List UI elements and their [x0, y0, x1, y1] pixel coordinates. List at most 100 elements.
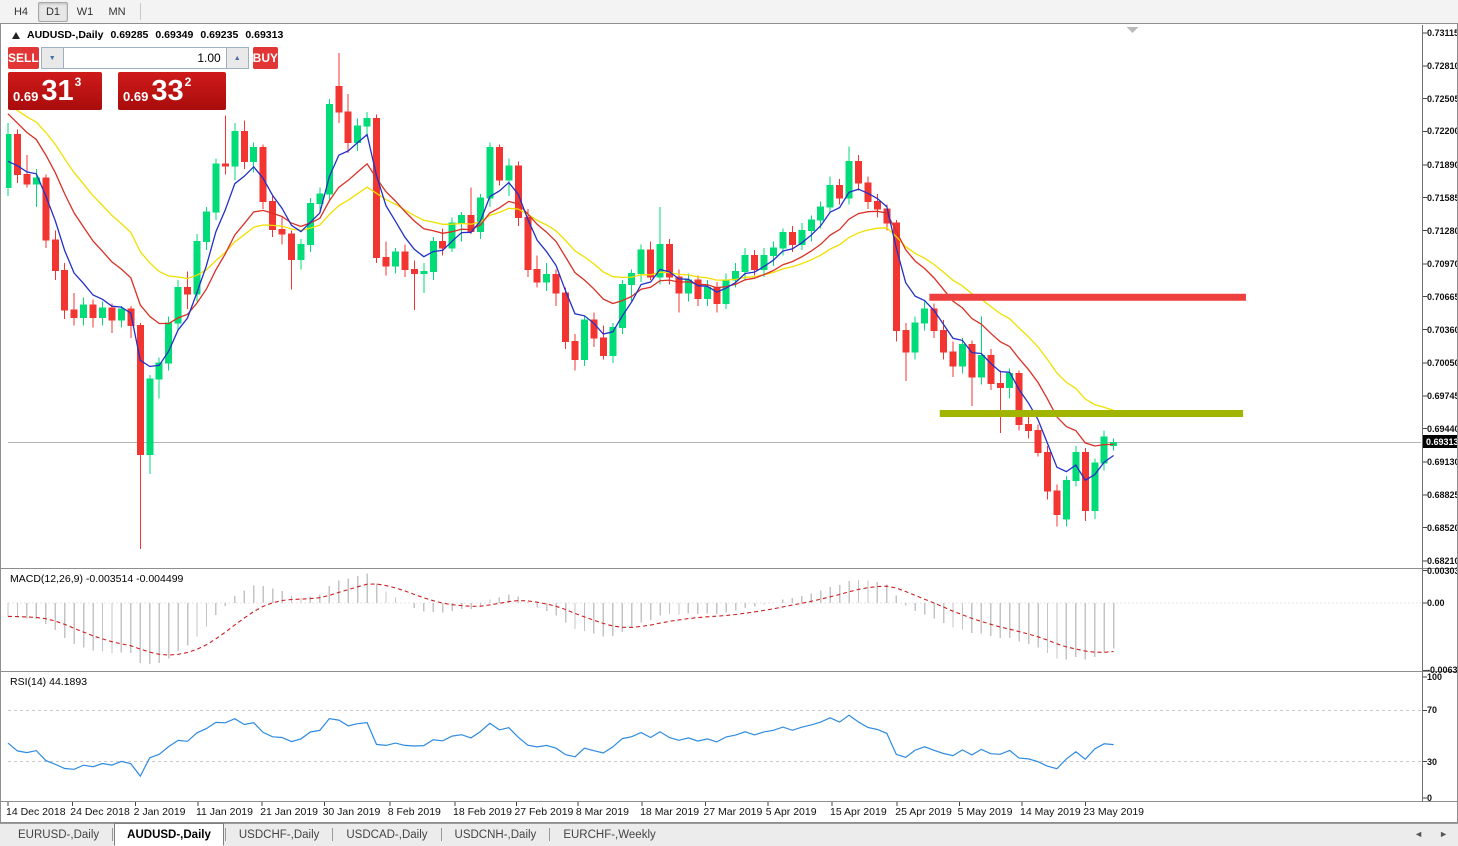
price-axis-label: 0.69440: [1427, 423, 1458, 434]
price-axis-label: 0.72200: [1427, 126, 1458, 137]
macd-value-signal: -0.004499: [136, 573, 184, 585]
stepper-up-icon: ▲: [233, 54, 241, 62]
rsi-axis-label: 30: [1427, 756, 1438, 767]
date-axis-label: 11 Jan 2019: [195, 806, 253, 818]
date-axis-label: 23 May 2019: [1083, 806, 1145, 818]
date-axis-label: 5 Apr 2019: [765, 806, 817, 818]
date-axis-label: 30 Jan 2019: [322, 806, 381, 818]
chart-tab-bar: EURUSD-,Daily AUDUSD-,Daily USDCHF-,Daily U…: [0, 823, 1458, 846]
sell-price-big: 31: [41, 75, 74, 107]
date-axis-label: 8 Mar 2019: [575, 806, 629, 818]
timeframe-button-h4[interactable]: H4: [13, 5, 29, 18]
timeframe-button-mn[interactable]: MN: [108, 5, 126, 18]
quote-low: 0.69235: [200, 29, 239, 41]
price-axis-label: 0.73115: [1427, 28, 1458, 38]
date-axis-label: 8 Feb 2019: [387, 806, 441, 818]
date-axis-label: 25 Apr 2019: [895, 806, 952, 818]
date-axis-label: 14 May 2019: [1019, 806, 1081, 818]
chart-tab-usdcnh[interactable]: USDCNH-,Daily: [454, 828, 537, 841]
current-price-tag: 0.69313: [1423, 435, 1458, 449]
macd-indicator-label: MACD(12,26,9) -0.003514 -0.004499: [10, 573, 183, 585]
date-axis-label: 5 May 2019: [957, 806, 1013, 818]
sell-price-sup: 3: [74, 75, 82, 89]
price-axis-label: 0.71585: [1427, 192, 1458, 203]
volume-stepper: ▼ ▲: [40, 47, 249, 69]
rsi-name: RSI(14): [10, 676, 47, 688]
chart-symbol-title: AUDUSD-,Daily: [27, 29, 104, 41]
price-axis-label: 0.71890: [1427, 159, 1458, 170]
price-axis-label: 0.72810: [1427, 60, 1458, 71]
price-axis-label: 0.72505: [1427, 93, 1458, 104]
timeframe-toolbar: H4 D1 W1 MN: [0, 0, 1458, 24]
window-border-bottom: [0, 822, 1458, 823]
volume-decrease-button[interactable]: ▼: [40, 47, 64, 69]
volume-increase-button[interactable]: ▲: [225, 47, 249, 69]
quote-open: 0.69285: [110, 29, 149, 41]
date-axis-label: 27 Mar 2019: [703, 806, 763, 818]
buy-price-frac: 0.69: [123, 89, 149, 104]
volume-input[interactable]: [63, 47, 226, 69]
tab-divider: [112, 828, 114, 841]
tab-divider: [549, 828, 551, 841]
chart-tabs: EURUSD-,Daily AUDUSD-,Daily USDCHF-,Daily U…: [6, 823, 668, 846]
buy-price-sup: 2: [184, 75, 192, 89]
rsi-panel-separator[interactable]: [0, 671, 1458, 672]
rsi-indicator-label: RSI(14) 44.1893: [10, 676, 87, 688]
date-axis-label: 27 Feb 2019: [514, 806, 574, 818]
scroll-left-icon[interactable]: ◄: [1414, 829, 1424, 839]
date-axis-label: 24 Dec 2018: [70, 806, 130, 818]
sell-price-panel[interactable]: 0.69 31 3: [8, 72, 102, 110]
tab-scroll-arrows: ◄ ►: [1414, 829, 1448, 839]
price-axis-label: 0.70360: [1427, 324, 1458, 335]
price-axis-border: [1422, 25, 1423, 802]
timeframe-button-w1[interactable]: W1: [76, 5, 94, 18]
toolbar-separator: [140, 3, 141, 20]
macd-panel-separator[interactable]: [0, 568, 1458, 569]
price-axis-label: 0.68825: [1427, 489, 1458, 500]
price-axis-label: 0.68520: [1427, 522, 1458, 533]
macd-axis-label: 0.003035: [1427, 565, 1458, 576]
chart-tab-audusd[interactable]: AUDUSD-,Daily: [114, 823, 224, 846]
date-axis-label: 2 Jan 2019: [133, 806, 186, 818]
window-border-left: [0, 24, 1, 823]
price-axis-label: 0.68210: [1427, 556, 1458, 566]
chart-quote-header: AUDUSD-,Daily 0.69285 0.69349 0.69235 0.…: [12, 29, 283, 41]
quote-close: 0.69313: [245, 29, 284, 41]
date-axis-label: 18 Mar 2019: [640, 806, 700, 818]
price-axis-label: 0.70665: [1427, 291, 1458, 302]
macd-value-main: -0.003514: [85, 573, 134, 585]
date-axis-separator: [0, 801, 1458, 802]
price-axis-label: 0.71280: [1427, 225, 1458, 236]
rsi-axis-label: 70: [1427, 705, 1438, 716]
chart-tab-eurusd[interactable]: EURUSD-,Daily: [18, 828, 100, 841]
sell-button[interactable]: SELL: [8, 47, 39, 69]
symbol-marker-icon[interactable]: [12, 31, 20, 39]
sell-price-frac: 0.69: [13, 89, 39, 104]
tab-divider: [332, 828, 334, 841]
date-axis-label: 14 Dec 2018: [6, 806, 66, 818]
buy-price-panel[interactable]: 0.69 33 2: [118, 72, 226, 110]
buy-price-big: 33: [151, 75, 184, 107]
date-axis-label: 15 Apr 2019: [830, 806, 887, 818]
price-axis-label: 0.70050: [1427, 357, 1458, 368]
date-axis-label: 18 Feb 2019: [452, 806, 512, 818]
timeframe-buttons: H4 D1 W1 MN: [5, 1, 133, 22]
price-axis-label: 0.70970: [1427, 258, 1458, 269]
rsi-axis-label: 0: [1427, 793, 1433, 803]
tab-divider: [224, 828, 226, 841]
chart-tab-usdcad[interactable]: USDCAD-,Daily: [346, 828, 428, 841]
buy-button[interactable]: BUY: [252, 47, 279, 69]
rsi-axis-label: 100: [1427, 672, 1443, 682]
timeframe-button-d1[interactable]: D1: [38, 1, 68, 22]
macd-axis-label: 0.00: [1427, 598, 1445, 608]
tab-divider: [440, 828, 442, 841]
macd-name: MACD(12,26,9): [10, 573, 83, 585]
chart-tab-usdchf[interactable]: USDCHF-,Daily: [238, 828, 320, 841]
rsi-value: 44.1893: [49, 676, 88, 688]
chart-tab-eurchf[interactable]: EURCHF-,Weekly: [563, 828, 656, 841]
one-click-trading-widget: SELL ▼ ▲ BUY 0.69 31 3 0.69 33 2: [8, 47, 279, 110]
scroll-right-icon[interactable]: ►: [1439, 829, 1448, 839]
